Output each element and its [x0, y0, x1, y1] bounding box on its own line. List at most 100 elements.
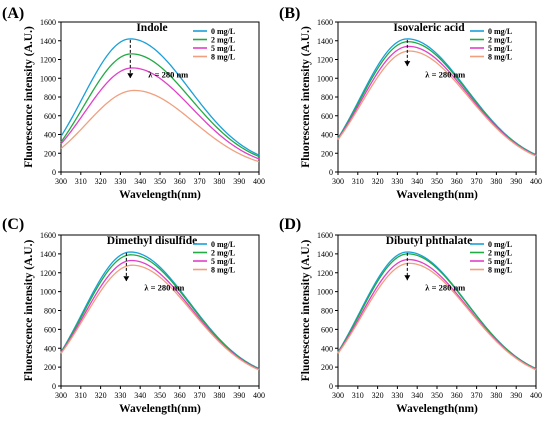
series-line-3 [60, 89, 260, 163]
legend-entry: 0 mg/L [488, 240, 512, 249]
arrow-head [404, 61, 411, 67]
legend-entry: 5 mg/L [211, 44, 235, 53]
x-tick-label: 370 [471, 177, 483, 186]
chart-panel-c: (C) 300 310 320 330 340 350 360 370 380 390 400 0 200… [2, 216, 265, 415]
y-tick-label: 1600 [317, 18, 333, 27]
arrow-head [404, 275, 411, 281]
legend-entry: 8 mg/L [488, 266, 512, 275]
legend-entry: 0 mg/L [211, 240, 235, 249]
x-tick-label: 330 [391, 391, 403, 400]
series-line-3 [337, 50, 537, 157]
series-line-0 [60, 38, 260, 156]
annotation: λ = 280 nm [144, 283, 184, 293]
series-line-2 [337, 45, 537, 157]
y-tick-label: 0 [329, 382, 333, 391]
y-tick-label: 1200 [317, 269, 333, 278]
x-tick-label: 330 [114, 391, 126, 400]
y-tick-label: 0 [52, 382, 56, 391]
legend-entry: 2 mg/L [488, 249, 512, 258]
panel-label: (A) [2, 5, 24, 22]
x-tick-label: 350 [154, 391, 166, 400]
series-line-1 [60, 254, 260, 370]
y-tick-label: 1600 [40, 231, 56, 240]
x-tick-label: 300 [55, 391, 67, 400]
y-tick-label: 800 [321, 307, 333, 316]
y-tick-label: 400 [44, 344, 56, 353]
x-tick-label: 340 [134, 177, 146, 186]
y-tick-label: 400 [321, 131, 333, 140]
legend-entry: 5 mg/L [488, 44, 512, 53]
series-line-1 [60, 53, 260, 158]
annotation: λ = 280 nm [148, 69, 188, 79]
y-tick-label: 1600 [40, 18, 56, 27]
x-tick-label: 340 [411, 391, 423, 400]
y-tick-label: 1000 [40, 74, 56, 83]
y-tick-label: 1400 [317, 37, 333, 46]
chart-panel-d: (D) 300 310 320 330 340 350 360 370 380 390 400 0 200… [279, 216, 542, 415]
y-axis-label: Fluorescence intensity (A.U.) [300, 26, 312, 168]
x-axis-label: Wavelength(nm) [119, 403, 201, 415]
x-tick-label: 300 [332, 177, 344, 186]
y-tick-label: 200 [44, 149, 56, 158]
legend-entry: 2 mg/L [488, 36, 512, 45]
x-tick-label: 400 [253, 177, 265, 186]
y-tick-label: 600 [321, 325, 333, 334]
series-line-3 [60, 264, 260, 371]
series-line-1 [337, 253, 537, 370]
x-tick-label: 330 [391, 177, 403, 186]
y-tick-label: 1200 [40, 269, 56, 278]
x-tick-label: 310 [75, 391, 87, 400]
y-tick-label: 600 [44, 112, 56, 121]
y-tick-label: 1000 [40, 288, 56, 297]
x-tick-label: 310 [352, 177, 364, 186]
x-tick-label: 400 [530, 177, 542, 186]
x-tick-label: 400 [253, 391, 265, 400]
x-tick-label: 380 [490, 177, 502, 186]
y-tick-label: 800 [44, 307, 56, 316]
x-tick-label: 310 [75, 177, 87, 186]
x-tick-label: 350 [154, 177, 166, 186]
x-tick-label: 300 [332, 391, 344, 400]
legend-entry: 0 mg/L [488, 27, 512, 36]
legend-entry: 8 mg/L [211, 266, 235, 275]
x-tick-label: 360 [451, 391, 463, 400]
annotation: λ = 280 nm [425, 69, 465, 79]
x-tick-label: 320 [372, 391, 384, 400]
legend-entry: 2 mg/L [211, 36, 235, 45]
y-tick-label: 1200 [40, 56, 56, 65]
chart-panel-a: (A) 300 310 320 330 340 350 360 370 380 390 400 0 200… [2, 5, 265, 201]
panel-label: (C) [2, 216, 24, 233]
series-line-2 [60, 259, 260, 371]
y-tick-label: 200 [44, 363, 56, 372]
x-tick-label: 370 [194, 391, 206, 400]
x-tick-label: 340 [134, 391, 146, 400]
x-tick-label: 390 [233, 177, 245, 186]
y-tick-label: 1000 [317, 288, 333, 297]
y-tick-label: 0 [52, 168, 56, 177]
x-tick-label: 320 [372, 177, 384, 186]
y-tick-label: 600 [44, 325, 56, 334]
x-tick-label: 360 [451, 177, 463, 186]
x-tick-label: 390 [510, 177, 522, 186]
series-line-2 [60, 67, 260, 160]
x-tick-label: 300 [55, 177, 67, 186]
y-tick-label: 1400 [40, 37, 56, 46]
series-line-3 [337, 262, 537, 371]
y-axis-label: Fluorescence intensity (A.U.) [23, 26, 35, 168]
legend-entry: 8 mg/L [211, 53, 235, 62]
x-tick-label: 320 [95, 391, 107, 400]
arrow-head [127, 73, 134, 79]
x-tick-label: 360 [174, 177, 186, 186]
panel-label: (D) [279, 216, 301, 233]
x-tick-label: 310 [352, 391, 364, 400]
x-tick-label: 370 [471, 391, 483, 400]
legend-entry: 5 mg/L [211, 257, 235, 266]
y-axis-label: Fluorescence intensity (A.U.) [300, 240, 312, 382]
chart-title: Isovaleric acid [393, 22, 465, 34]
y-tick-label: 1400 [317, 250, 333, 259]
x-tick-label: 380 [213, 177, 225, 186]
chart-title: Dibutyl phthalate [386, 235, 473, 247]
x-tick-label: 370 [194, 177, 206, 186]
chart-title: Indole [136, 22, 167, 34]
